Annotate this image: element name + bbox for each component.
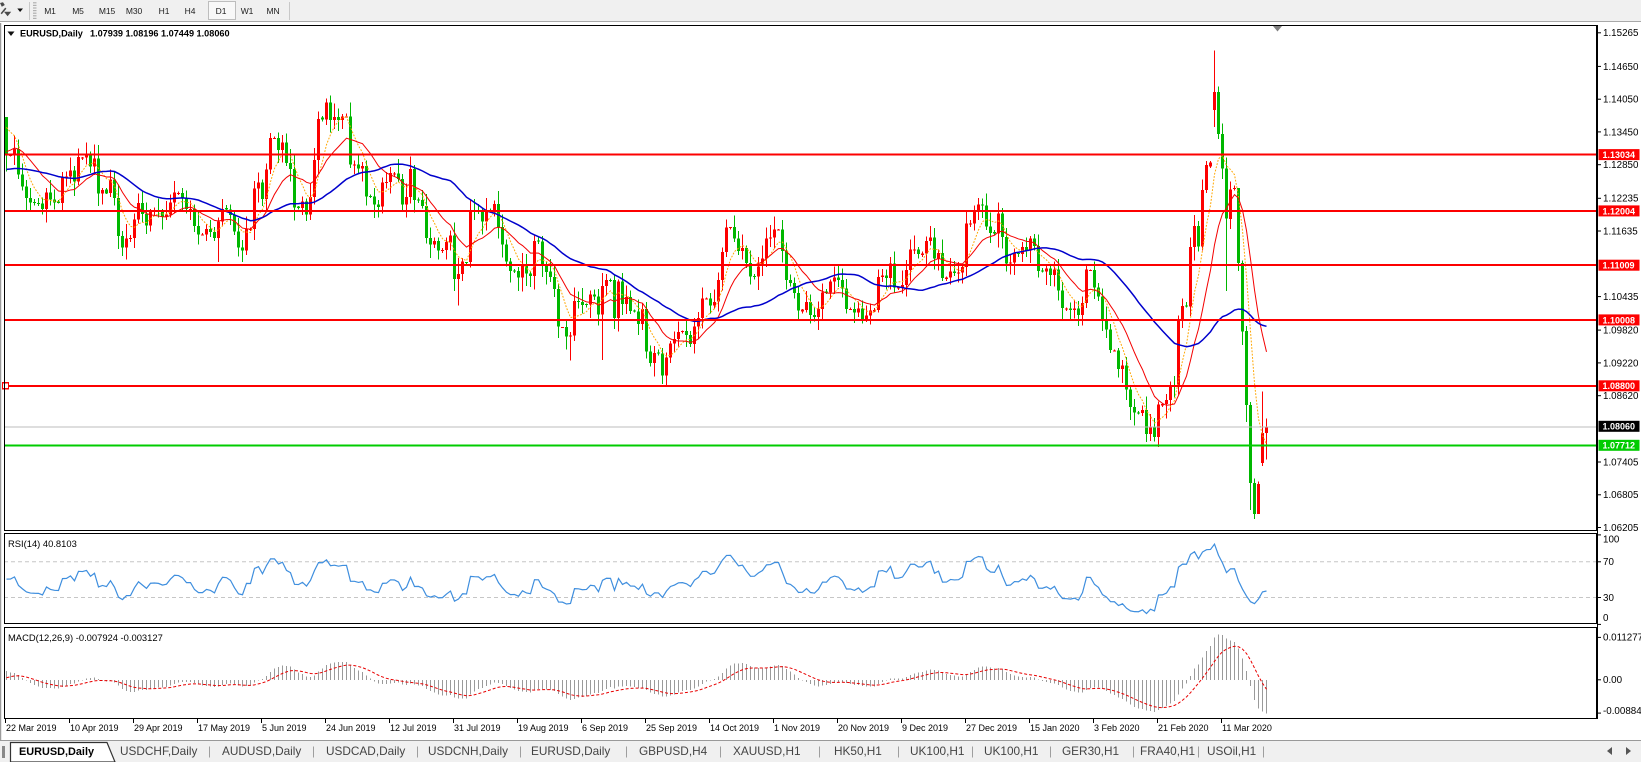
svg-text:USDCHF,Daily: USDCHF,Daily [120, 744, 197, 758]
svg-text:|: | [625, 744, 628, 758]
svg-text:1.11009: 1.11009 [1603, 261, 1635, 271]
svg-text:1.06805: 1.06805 [1603, 490, 1639, 501]
svg-text:UK100,H1: UK100,H1 [910, 744, 964, 758]
svg-text:|: | [519, 744, 522, 758]
svg-text:GER30,H1: GER30,H1 [1062, 744, 1119, 758]
svg-text:1.08620: 1.08620 [1603, 391, 1639, 402]
svg-text:1.07939 1.08196 1.07449 1.0806: 1.07939 1.08196 1.07449 1.08060 [90, 29, 230, 39]
svg-text:EURUSD,Daily: EURUSD,Daily [531, 744, 610, 758]
svg-text:19 Aug 2019: 19 Aug 2019 [518, 723, 569, 733]
svg-text:11 Mar 2020: 11 Mar 2020 [1222, 723, 1272, 733]
svg-text:|: | [416, 744, 419, 758]
svg-text:1 Nov 2019: 1 Nov 2019 [774, 723, 820, 733]
svg-text:1.12235: 1.12235 [1603, 194, 1639, 205]
svg-text:M1: M1 [44, 6, 56, 16]
svg-text:|: | [312, 744, 315, 758]
svg-text:|: | [971, 744, 974, 758]
svg-text:1.13450: 1.13450 [1603, 127, 1639, 138]
svg-text:22 Mar 2019: 22 Mar 2019 [6, 723, 57, 733]
svg-text:21 Feb 2020: 21 Feb 2020 [1158, 723, 1209, 733]
svg-text:MN: MN [266, 6, 279, 16]
svg-text:D1: D1 [216, 6, 227, 16]
svg-text:3 Feb 2020: 3 Feb 2020 [1094, 723, 1140, 733]
svg-text:9 Dec 2019: 9 Dec 2019 [902, 723, 948, 733]
svg-text:5 Jun 2019: 5 Jun 2019 [262, 723, 307, 733]
svg-text:1.10008: 1.10008 [1603, 315, 1636, 325]
svg-text:12 Jul 2019: 12 Jul 2019 [390, 723, 437, 733]
svg-text:1.08800: 1.08800 [1603, 381, 1636, 391]
svg-text:|: | [1132, 744, 1135, 758]
svg-text:M30: M30 [126, 6, 143, 16]
svg-text:|: | [1262, 744, 1265, 758]
svg-text:70: 70 [1603, 557, 1614, 568]
svg-text:1.15265: 1.15265 [1603, 28, 1639, 39]
svg-text:20 Nov 2019: 20 Nov 2019 [838, 723, 889, 733]
svg-text:14 Oct 2019: 14 Oct 2019 [710, 723, 759, 733]
svg-text:1.07712: 1.07712 [1603, 441, 1636, 451]
svg-text:XAUUSD,H1: XAUUSD,H1 [733, 744, 801, 758]
svg-text:31 Jul 2019: 31 Jul 2019 [454, 723, 501, 733]
svg-text:|: | [897, 744, 900, 758]
svg-text:1.11635: 1.11635 [1603, 226, 1638, 237]
svg-text:1.14650: 1.14650 [1603, 62, 1639, 73]
svg-text:|: | [719, 744, 722, 758]
svg-text:1.06205: 1.06205 [1603, 523, 1639, 534]
svg-text:1.08060: 1.08060 [1603, 422, 1636, 432]
svg-text:UK100,H1: UK100,H1 [984, 744, 1038, 758]
svg-text:|: | [818, 744, 821, 758]
svg-text:H1: H1 [159, 6, 170, 16]
svg-text:30: 30 [1603, 593, 1614, 604]
svg-text:27 Dec 2019: 27 Dec 2019 [966, 723, 1017, 733]
svg-text:1.07405: 1.07405 [1603, 457, 1639, 468]
svg-text:USDCNH,Daily: USDCNH,Daily [428, 744, 508, 758]
svg-text:H4: H4 [185, 6, 196, 16]
svg-text:|: | [1049, 744, 1052, 758]
svg-text:MACD(12,26,9) -0.007924 -0.003: MACD(12,26,9) -0.007924 -0.003127 [8, 632, 163, 643]
svg-text:15 Jan 2020: 15 Jan 2020 [1030, 723, 1080, 733]
svg-text:M15: M15 [99, 6, 116, 16]
svg-text:1.09820: 1.09820 [1603, 326, 1639, 337]
svg-text:25 Sep 2019: 25 Sep 2019 [646, 723, 697, 733]
svg-text:EURUSD,Daily: EURUSD,Daily [19, 746, 94, 758]
svg-text:1.09220: 1.09220 [1603, 358, 1639, 369]
svg-text:FRA40,H1: FRA40,H1 [1140, 744, 1195, 758]
svg-text:1.13034: 1.13034 [1603, 150, 1636, 160]
svg-text:100: 100 [1603, 535, 1620, 546]
svg-text:1.12004: 1.12004 [1603, 206, 1636, 216]
svg-text:10 Apr 2019: 10 Apr 2019 [70, 723, 119, 733]
svg-text:1.10435: 1.10435 [1603, 292, 1639, 303]
svg-text:RSI(14) 40.8103: RSI(14) 40.8103 [8, 538, 77, 549]
svg-text:29 Apr 2019: 29 Apr 2019 [134, 723, 183, 733]
svg-text:17 May 2019: 17 May 2019 [198, 723, 250, 733]
svg-text:GBPUSD,H4: GBPUSD,H4 [639, 744, 708, 758]
svg-text:W1: W1 [241, 6, 254, 16]
svg-text:24 Jun 2019: 24 Jun 2019 [326, 723, 376, 733]
svg-text:M5: M5 [72, 6, 84, 16]
svg-text:6 Sep 2019: 6 Sep 2019 [582, 723, 628, 733]
svg-text:1.12850: 1.12850 [1603, 160, 1639, 171]
svg-text:USDCAD,Daily: USDCAD,Daily [326, 744, 405, 758]
svg-text:AUDUSD,Daily: AUDUSD,Daily [222, 744, 301, 758]
svg-text:EURUSD,Daily: EURUSD,Daily [20, 29, 84, 39]
svg-text:0.00: 0.00 [1603, 675, 1623, 686]
svg-text:0.011277: 0.011277 [1603, 633, 1641, 644]
svg-text:|: | [1197, 744, 1200, 758]
svg-text:1.14050: 1.14050 [1603, 95, 1639, 106]
svg-text:|: | [208, 744, 211, 758]
svg-text:0: 0 [1603, 613, 1609, 624]
svg-text:-0.008845: -0.008845 [1603, 706, 1641, 717]
svg-text:USOil,H1: USOil,H1 [1207, 744, 1256, 758]
svg-text:HK50,H1: HK50,H1 [834, 744, 882, 758]
